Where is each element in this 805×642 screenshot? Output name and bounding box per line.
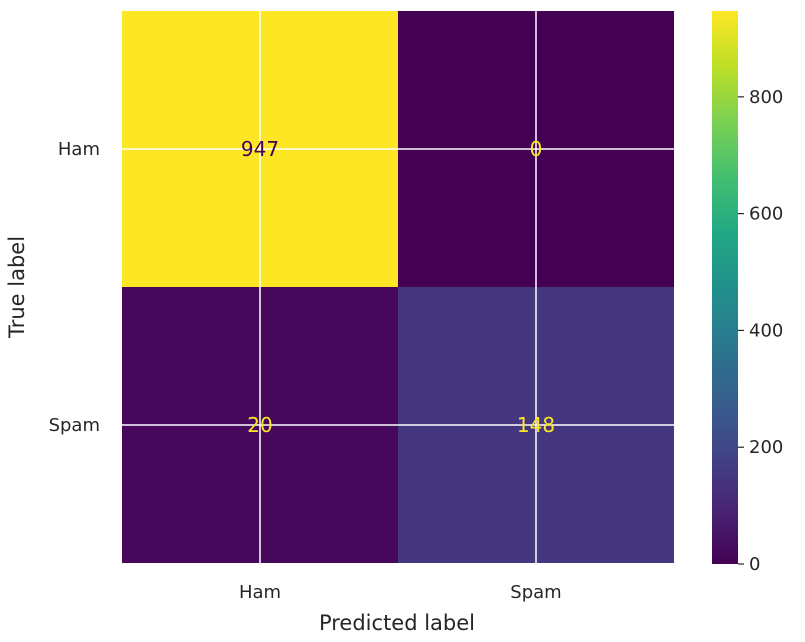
heatmap-gridlines [122,11,674,563]
cell-value-label: 0 [530,137,543,161]
colorbar-tick-label: 200 [749,437,783,458]
x-axis-title: Predicted label [319,611,475,635]
cell-value-label: 947 [241,137,279,161]
colorbar-gradient [712,11,738,564]
colorbar-tick-label: 800 [749,87,783,108]
colorbar-tick-label: 600 [749,204,783,225]
x-tick-label: Spam [510,582,561,603]
y-axis-title: True label [5,236,29,339]
heatmap-cells [122,11,674,563]
cell-value-label: 20 [247,413,272,437]
y-tick-label: Ham [58,139,100,160]
colorbar: 0 200 400 600 800 [712,11,783,575]
colorbar-ticks: 0 200 400 600 800 [738,87,783,575]
heatmap-cell-labels: 947 0 20 148 [241,137,555,437]
x-axis: Ham Spam [239,582,562,603]
x-tick-label: Ham [239,582,281,603]
cell-value-label: 148 [517,413,555,437]
colorbar-tick-label: 400 [749,320,783,341]
y-tick-label: Spam [49,415,100,436]
y-axis: Ham Spam [49,139,100,436]
colorbar-tick-label: 0 [749,554,760,575]
